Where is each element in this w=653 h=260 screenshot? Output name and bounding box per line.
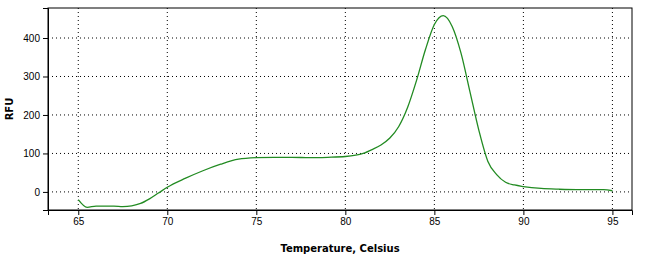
x-tick-label: 70 <box>162 216 174 227</box>
y-tick: 0 <box>34 187 48 198</box>
grid-line <box>48 191 632 192</box>
x-axis: 65 70 75 80 85 90 95 <box>49 210 633 227</box>
y-tick-mark <box>43 76 48 77</box>
x-tick-label: 85 <box>429 216 441 227</box>
x-tick-mark <box>523 210 524 215</box>
plot-frame <box>48 8 632 210</box>
x-tick-label: 75 <box>251 216 263 227</box>
y-tick-label: 400 <box>23 33 40 44</box>
grid-line <box>78 8 79 210</box>
x-tick-label: 95 <box>607 216 619 227</box>
y-tick-label: 100 <box>23 148 40 159</box>
y-axis-title: RFU <box>4 98 15 121</box>
y-tick-label: 300 <box>23 71 40 82</box>
x-tick-mark <box>345 210 346 215</box>
y-tick-mark <box>43 192 48 193</box>
y-axis-line <box>43 9 49 211</box>
y-tick-label: 200 <box>23 110 40 121</box>
grid-line <box>48 114 632 115</box>
grid-line <box>434 8 435 210</box>
x-tick-label: 80 <box>340 216 352 227</box>
x-tick-mark <box>78 210 79 215</box>
x-axis-line <box>49 211 633 216</box>
y-tick: 400 <box>23 33 48 44</box>
grid-line <box>523 8 524 210</box>
grid <box>48 8 632 210</box>
x-tick: 70 <box>162 210 174 227</box>
x-tick-label: 65 <box>73 216 85 227</box>
grid-line <box>48 153 632 154</box>
plot: 65 70 75 80 85 90 95 0 100 200 300 400 <box>23 8 632 227</box>
x-tick: 75 <box>251 210 263 227</box>
x-tick: 90 <box>518 210 530 227</box>
chart: 65 70 75 80 85 90 95 0 100 200 300 400 Temperature, … <box>0 0 653 260</box>
x-tick: 80 <box>340 210 352 227</box>
x-tick: 95 <box>607 210 619 227</box>
melt-curve <box>78 16 612 208</box>
y-tick-mark <box>43 115 48 116</box>
x-tick-label: 90 <box>518 216 530 227</box>
y-tick: 300 <box>23 71 48 82</box>
y-tick-mark <box>43 38 48 39</box>
y-tick-label: 0 <box>34 187 40 198</box>
grid-line <box>48 76 632 77</box>
y-axis: 0 100 200 300 400 <box>23 9 48 211</box>
marks <box>78 16 612 208</box>
y-tick-mark <box>43 153 48 154</box>
y-tick: 100 <box>23 148 48 159</box>
x-tick-mark <box>434 210 435 215</box>
x-tick-mark <box>167 210 168 215</box>
x-tick: 65 <box>73 210 85 227</box>
y-tick: 200 <box>23 110 48 121</box>
x-tick-mark <box>256 210 257 215</box>
x-tick: 85 <box>429 210 441 227</box>
grid-line <box>48 38 632 39</box>
x-tick-mark <box>612 210 613 215</box>
grid-line <box>167 8 168 210</box>
x-axis-title: Temperature, Celsius <box>280 243 399 254</box>
